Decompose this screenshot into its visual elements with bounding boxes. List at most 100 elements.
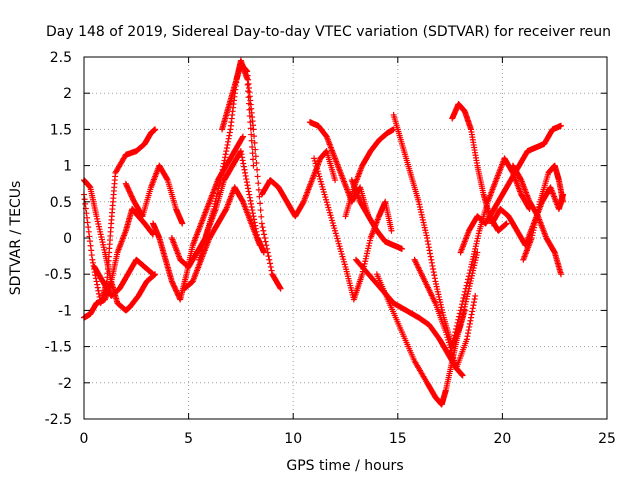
- data-point: [466, 270, 473, 277]
- x-tick-label: 20: [493, 431, 511, 447]
- data-point: [260, 227, 267, 234]
- data-point: [277, 285, 284, 292]
- y-tick-label: -1: [58, 303, 72, 319]
- data-point: [258, 213, 265, 220]
- data-point: [465, 276, 472, 283]
- data-point: [260, 249, 267, 256]
- series-track-3: [81, 126, 159, 307]
- data-point: [251, 133, 258, 140]
- data-point: [255, 180, 262, 187]
- data-point: [249, 143, 256, 150]
- x-axis-label: GPS time / hours: [286, 458, 403, 474]
- data-point: [456, 310, 463, 317]
- data-point: [462, 288, 469, 295]
- data-point: [252, 153, 259, 160]
- data-point: [247, 125, 254, 132]
- y-tick-label: -2: [58, 376, 72, 392]
- data-point: [462, 285, 469, 292]
- data-point: [465, 273, 472, 280]
- y-tick-label: 0: [63, 231, 72, 247]
- data-point: [267, 263, 274, 270]
- data-point: [249, 150, 256, 157]
- data-point: [244, 81, 251, 88]
- data-marks: [81, 57, 567, 408]
- data-point: [459, 301, 466, 308]
- data-point: [388, 227, 395, 234]
- data-point: [457, 307, 464, 314]
- data-point: [503, 220, 510, 227]
- data-point: [258, 220, 265, 227]
- data-point: [250, 126, 257, 133]
- data-point: [453, 322, 460, 329]
- data-point: [456, 313, 463, 320]
- data-point: [257, 200, 264, 207]
- series-track-4: [122, 162, 186, 227]
- data-point: [449, 341, 456, 348]
- x-tick-label: 5: [184, 431, 193, 447]
- x-tick-label: 25: [598, 431, 616, 447]
- data-point: [474, 249, 481, 256]
- series-track-25: [520, 162, 567, 263]
- data-point: [467, 267, 474, 274]
- data-point: [557, 122, 564, 129]
- data-point: [454, 319, 461, 326]
- data-point: [261, 231, 268, 238]
- y-tick-label: -1.5: [45, 340, 72, 356]
- series-track-6: [150, 133, 246, 303]
- y-tick-label: -2.5: [45, 412, 72, 428]
- data-point: [398, 245, 405, 252]
- grid: [84, 57, 607, 419]
- data-point: [254, 166, 261, 173]
- data-point: [256, 242, 263, 249]
- y-tick-label: 1.5: [50, 122, 72, 138]
- data-point: [463, 282, 470, 289]
- data-point: [459, 298, 466, 305]
- series-track-16: [352, 256, 466, 379]
- data-point: [245, 88, 252, 95]
- x-tick-label: 0: [80, 431, 89, 447]
- axis-ticks: 0 5 10 15 20 25 -2.5 -2 -1.5 -1 -0.5 0 0.5 1 1.5 2 2.5: [45, 50, 616, 447]
- data-point: [152, 126, 159, 133]
- data-point: [453, 326, 460, 333]
- y-tick-label: 1: [63, 159, 72, 175]
- data-point: [448, 344, 455, 351]
- data-point: [265, 253, 272, 260]
- data-point: [459, 372, 466, 379]
- data-point: [332, 177, 339, 184]
- y-tick-label: 0.5: [50, 195, 72, 211]
- data-point: [251, 139, 258, 146]
- series-track-10: [181, 184, 263, 292]
- data-point: [458, 304, 465, 311]
- data-point: [557, 271, 564, 278]
- series-track-15: [348, 177, 405, 252]
- data-point: [245, 94, 252, 101]
- data-point: [179, 220, 186, 227]
- data-point: [464, 279, 471, 286]
- data-point: [254, 173, 261, 180]
- data-point: [267, 260, 274, 267]
- series-track-8: [219, 61, 284, 292]
- data-point: [450, 335, 457, 342]
- series-track-5: [91, 256, 157, 299]
- data-point: [261, 235, 268, 241]
- y-tick-label: 2.5: [50, 50, 72, 66]
- data-point: [262, 238, 269, 245]
- data-point: [452, 329, 459, 336]
- series-track-22: [457, 122, 564, 256]
- data-point: [268, 267, 275, 274]
- y-tick-label: -0.5: [45, 267, 72, 283]
- data-point: [250, 156, 257, 163]
- data-point: [472, 292, 479, 299]
- series-track-11: [258, 148, 339, 220]
- data-point: [150, 271, 157, 278]
- x-tick-label: 10: [284, 431, 302, 447]
- data-point: [239, 133, 246, 140]
- data-point: [263, 242, 270, 249]
- x-tick-label: 15: [389, 431, 407, 447]
- data-point: [455, 316, 462, 323]
- data-point: [447, 347, 454, 354]
- data-point: [253, 160, 260, 167]
- data-point: [450, 338, 457, 345]
- data-point: [460, 294, 467, 301]
